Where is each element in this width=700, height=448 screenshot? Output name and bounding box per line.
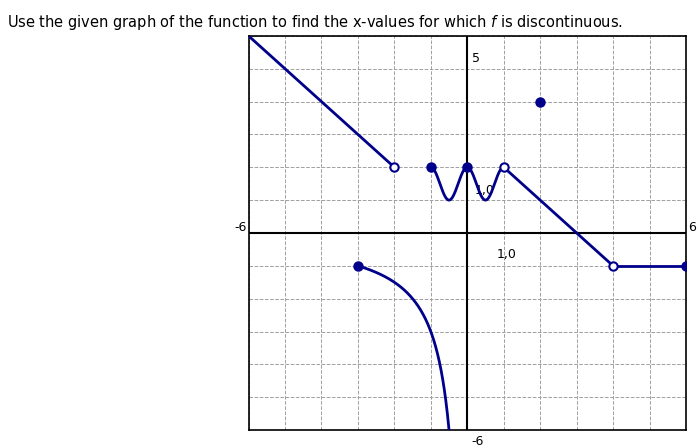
Text: Use the given graph of the function to find the x-values for which $f$ is discon: Use the given graph of the function to f…	[7, 13, 623, 32]
Text: -6: -6	[234, 220, 246, 233]
Text: 6: 6	[688, 220, 696, 233]
Text: -6: -6	[472, 435, 484, 448]
Text: 1,0: 1,0	[475, 184, 494, 197]
Text: 1,0: 1,0	[497, 248, 517, 261]
Text: 5: 5	[472, 52, 480, 65]
